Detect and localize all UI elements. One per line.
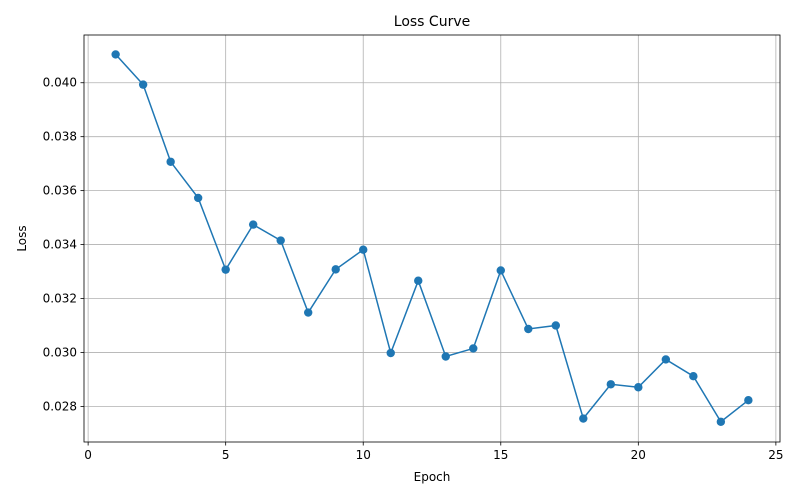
ticks: 0 5 10 15 20 25 0.028 0.030 0.032 0.034 0.036 0.038… [43,76,784,462]
series-layer [111,50,753,426]
data-point [304,308,313,317]
x-tick-label: 15 [493,448,508,462]
data-point [606,380,616,389]
data-point [359,245,368,254]
data-point [441,352,450,361]
grid [84,35,780,442]
data-point [111,50,120,59]
y-tick-label: 0.040 [43,76,77,90]
data-point [166,157,175,166]
y-tick-label: 0.028 [43,399,77,413]
data-point [138,80,148,89]
x-tick-label: 20 [631,448,646,462]
data-point [221,265,230,274]
x-tick-label: 0 [84,448,92,462]
data-point [386,348,395,358]
y-tick-label: 0.034 [43,238,77,252]
data-point [496,266,505,275]
data-point [469,344,478,353]
data-point [744,395,753,405]
x-tick-label: 5 [222,448,230,462]
data-point [248,220,258,229]
y-tick-label: 0.030 [43,345,77,359]
y-axis-label: Loss [15,225,29,251]
data-point [193,193,203,203]
data-point [276,236,285,245]
data-point [414,276,423,285]
series-line [115,53,749,423]
y-tick-label: 0.032 [43,292,77,306]
data-point [661,355,671,364]
data-point [551,321,560,330]
y-tick-label: 0.036 [43,184,77,198]
data-point [716,417,726,426]
y-tick-label: 0.038 [43,130,77,144]
x-tick-label: 10 [356,448,371,462]
data-point [524,324,533,334]
plot-frame [83,34,781,443]
data-point [634,383,643,392]
chart-title: Loss Curve [394,14,470,30]
data-point [331,265,340,274]
x-tick-label: 25 [768,448,783,462]
x-axis-label: Epoch [414,470,451,484]
data-point [689,371,698,381]
data-point [579,414,588,423]
